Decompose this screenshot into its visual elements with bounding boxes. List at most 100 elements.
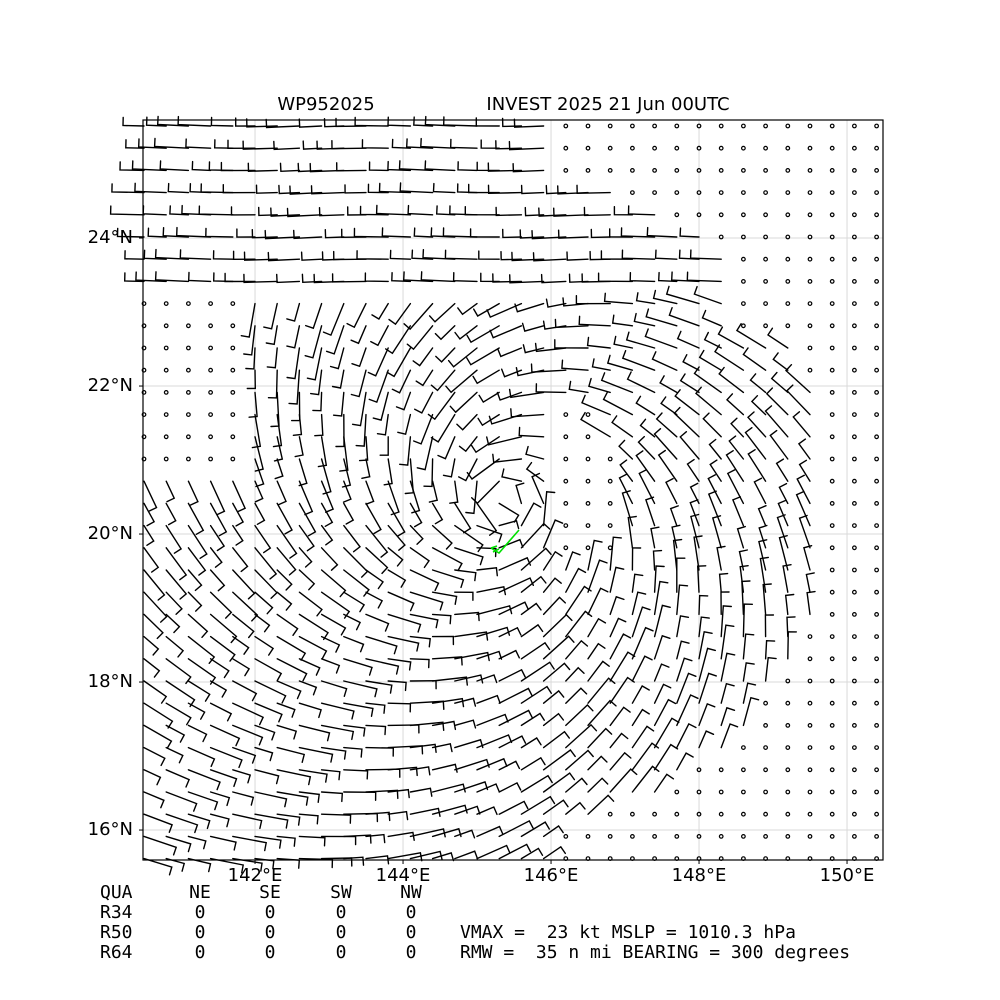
wind-barb [587,755,608,771]
wind-barb [465,480,478,515]
wind-barb [124,250,145,260]
calm-dot [807,301,813,307]
wind-barb [676,640,690,660]
wind-barb [298,524,315,552]
calm-dot [141,367,147,373]
wind-barb [476,783,500,793]
wind-barb [370,325,389,347]
wind-barb [775,458,789,482]
wind-barb [542,712,565,727]
wind-barb [590,228,611,239]
x-tick-label: 150°E [820,865,875,886]
wind-barb [650,526,660,549]
wind-barb [520,502,542,527]
wind-barb [587,617,607,638]
calm-dot [208,367,214,373]
wind-barb [449,205,478,216]
wind-barb [165,702,192,726]
calm-dot [563,123,569,129]
wind-barb [476,547,497,558]
wind-barb [742,682,757,704]
calm-dot [785,279,791,284]
wind-barb [738,549,748,571]
wind-barb [653,683,672,704]
wind-barb [230,206,256,216]
wind-barb [387,547,404,567]
calm-dot [585,123,591,129]
wind-barb [466,458,500,480]
calm-dot [807,256,813,262]
calm-dot [852,834,857,839]
wind-barb [674,389,700,416]
wind-barb [631,742,660,771]
wind-barb [343,702,374,717]
table-cell: 0 [265,922,276,943]
wind-barb [343,502,355,525]
wind-barb [430,413,456,443]
wind-barb [409,721,445,731]
wind-barb [454,651,490,662]
wind-barb [437,436,456,460]
wind-barb [254,591,274,615]
wind-barb [143,658,161,678]
calm-dot [852,545,857,551]
wind-barb [232,835,268,852]
calm-dot [785,811,791,817]
calm-dot [696,834,702,839]
wind-barb [263,302,278,330]
wind-barb [420,137,456,149]
wind-barb [609,706,631,727]
wind-barb [679,227,700,238]
calm-dot [185,456,191,462]
wind-barb [716,545,726,571]
storm-title: INVEST 2025 21 Jun 00UTC [486,94,729,115]
calm-dot [829,745,835,750]
calm-dot [741,789,746,795]
wind-barb [631,606,651,638]
wind-barb [320,857,353,867]
wind-barb [693,285,722,305]
wind-barb [657,271,678,283]
calm-dot [874,678,879,684]
calm-dot [852,612,857,617]
calm-dot [607,523,613,528]
calm-dot [652,190,657,196]
wind-barb [792,411,811,438]
wind-barb [209,746,243,769]
wind-barb [416,436,434,471]
calm-dot [829,545,835,551]
wind-barb [387,591,415,612]
wind-barb [209,547,223,568]
calm-dot [630,190,635,196]
wind-barb [542,320,567,330]
wind-barb [565,639,589,660]
wind-barb [209,835,237,851]
calm-dot [585,501,591,506]
wind-barb [431,524,453,550]
calm-dot [874,478,879,484]
calm-dot [807,367,813,373]
wind-barb [232,791,255,806]
wind-barb [422,249,456,260]
wind-barb [565,551,581,571]
wind-barb [609,566,625,593]
calm-dot [163,456,169,462]
wind-barb [587,794,615,815]
wind-barb [267,369,278,399]
calm-dot [874,501,879,506]
wind-barb [409,480,421,514]
wind-barb [454,758,490,771]
wind-barb [476,713,509,727]
wind-barb [673,406,700,438]
wind-barb [798,514,811,549]
wind-barb [276,746,306,763]
wind-barb [267,251,301,262]
wind-barb [587,727,613,749]
wind-barb [291,391,301,422]
wind-barb [142,205,167,216]
wind-barb [486,436,523,446]
wind-barb [343,812,379,823]
wind-barb [495,140,523,150]
wind-barb [143,857,173,876]
wind-barb [276,769,312,786]
